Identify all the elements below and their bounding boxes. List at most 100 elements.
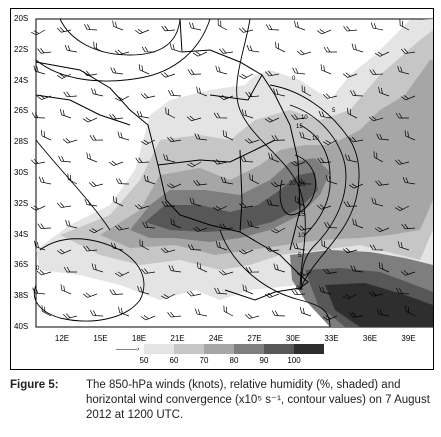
coastline [35,18,309,301]
contour-label: 10 [312,136,319,142]
wind-barb-icon [397,65,410,75]
wind-barb-icon [400,270,416,276]
wind-barb-icon [268,152,280,163]
wind-barb-icon [57,202,72,208]
contour-label: 20 [299,182,306,188]
wind-barb-icon [378,86,390,97]
wind-barb-icon [212,205,228,211]
wind-barb-icon [246,44,260,53]
wind-barb-icon [161,200,176,207]
wind-barb-icon [348,183,364,189]
wind-barb-icon [399,19,410,31]
wind-barb-icon [266,199,280,207]
wind-barb-icon [56,249,72,255]
wind-barb-icon [291,289,306,296]
wind-barb-icon [264,292,280,298]
contour-label: 5 [298,253,302,259]
wind-barb-icon [187,244,202,251]
wind-barb-icon [37,223,52,229]
legend-swatch [264,344,294,354]
contour-label: 20 [289,181,296,187]
wind-barb-icon [238,249,254,255]
contour-label: 0 [296,286,300,292]
wind-barb-icon [36,94,52,100]
wind-barb-icon [140,139,156,145]
longitude-tick-label: 27E [247,334,262,343]
figure-caption-text: The 850-hPa winds (knots), relative humi… [86,379,430,421]
wind-barb-icon [214,287,228,295]
wind-barb-icon [325,175,338,185]
wind-barb-icon [167,311,182,318]
wind-barb-icon [33,65,46,75]
wind-barb-icon [344,154,358,163]
wind-barb-icon [161,25,176,32]
wind-barb-icon [350,265,364,273]
wind-barb-icon [297,178,312,185]
wind-barb-icon [170,218,182,229]
figure-label: Figure 5: [10,379,59,391]
wind-barb-icon [140,93,156,99]
wind-barb-icon [32,287,46,295]
wind-barb-icon [369,244,384,251]
wind-barb-icon [238,27,254,33]
wind-barb-icon [238,73,254,80]
wind-barb-icon [30,158,46,165]
wind-barb-icon [275,41,286,53]
wind-barb-icon [378,262,390,273]
longitude-tick-label: 33E [324,334,339,343]
wind-barb-icon [137,285,150,295]
wind-barb-icon [402,176,416,185]
wind-barb-icon [316,204,332,210]
wind-barb-icon [186,290,202,297]
wind-barb-icon [223,305,234,317]
contour-label: 0 [36,266,40,272]
wind-barb-icon [265,246,280,252]
wind-barb-icon [217,19,228,31]
wind-barb-icon [352,218,364,229]
wind-barb-icon [375,180,390,186]
wind-barb-icon [219,48,234,54]
wind-barb-icon [63,91,78,98]
wind-barb-icon [273,263,286,273]
latitude-tick-label: 22S [14,44,29,54]
latitude-tick-label: 30S [14,168,29,177]
wind-barb-icon [83,70,98,77]
wind-barb-icon [189,197,202,207]
rh-90-area [145,172,318,232]
wind-barb-icon [165,107,176,119]
wind-barb-icon [271,227,286,234]
wind-barb-icon [134,28,150,35]
wind-barb-icon [213,112,228,119]
convergence-contours [33,18,360,328]
wind-barb-icon [244,313,260,319]
wind-barb-icon [212,159,228,165]
wind-barb-icon [394,159,410,165]
legend-swatch [204,344,234,354]
wind-barb-icon [91,88,104,97]
wind-barb-icon [317,157,332,164]
wind-barb-icon [374,226,390,233]
wind-barb-icon [82,117,98,123]
wind-barb-icon [244,138,260,144]
wind-barb-icon [405,305,416,317]
wind-barb-icon [376,308,390,317]
wind-barb-icon [272,88,286,97]
wind-barb-icon [370,22,384,31]
wind-barb-icon [89,227,104,234]
wind-barb-icon [60,284,72,295]
wind-barb-icon [296,49,312,56]
wind-barb-icon [318,110,332,119]
legend-swatch [174,344,204,354]
wind-barb-icon [89,134,104,141]
wind-barb-icon [38,176,52,185]
wind-barb-icon [114,49,130,56]
wind-barb-icon [31,112,46,119]
wind-barb-icon [240,155,254,163]
wind-barb-icon [63,266,77,273]
legend-swatch [234,344,264,354]
wind-barb-icon [117,131,130,141]
latitude-tick-label: 28S [14,137,29,147]
wind-barb-icon [115,95,130,102]
wind-barb-icon [374,51,390,57]
wind-barb-icon [245,91,260,98]
